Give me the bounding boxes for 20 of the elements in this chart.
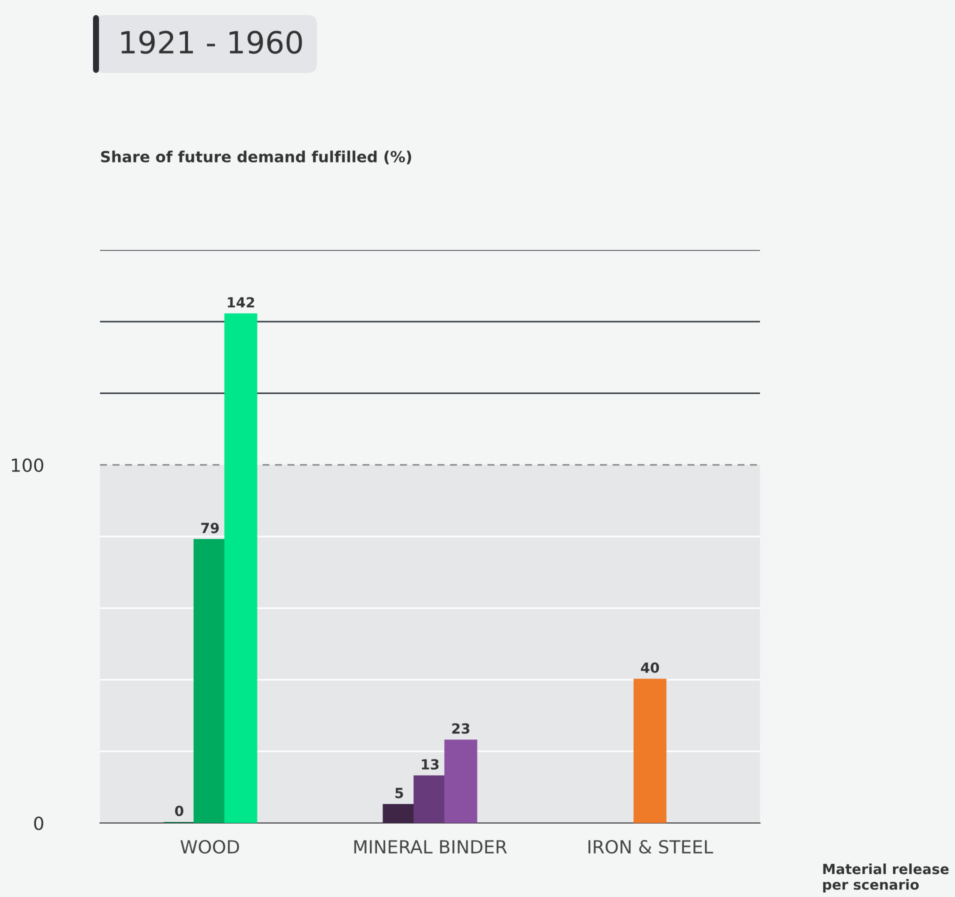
x-tick-label: WOOD (180, 840, 240, 854)
data-label: 142 (228, 297, 254, 308)
bar (414, 775, 446, 823)
bar (224, 313, 258, 823)
bar (444, 740, 478, 823)
data-label: 0 (175, 806, 184, 816)
x-axis-title: Material release per scenario (823, 864, 949, 892)
bar (382, 804, 416, 823)
bar (634, 678, 666, 823)
data-label: 40 (640, 662, 659, 673)
text: Share of future demand fulfilled (%) (101, 150, 412, 164)
x-tick-label: IRON & STEEL (588, 840, 714, 854)
data-label: 13 (422, 759, 439, 770)
x-tick-label: MINERAL BINDER (354, 840, 507, 854)
data-label: 23 (452, 723, 470, 734)
data-label: 79 (201, 522, 219, 534)
chart-title: 1921 - 1960 (121, 30, 302, 54)
data-label: 5 (395, 788, 404, 798)
y-tick-label: 100 (12, 458, 44, 472)
bar (194, 539, 226, 823)
